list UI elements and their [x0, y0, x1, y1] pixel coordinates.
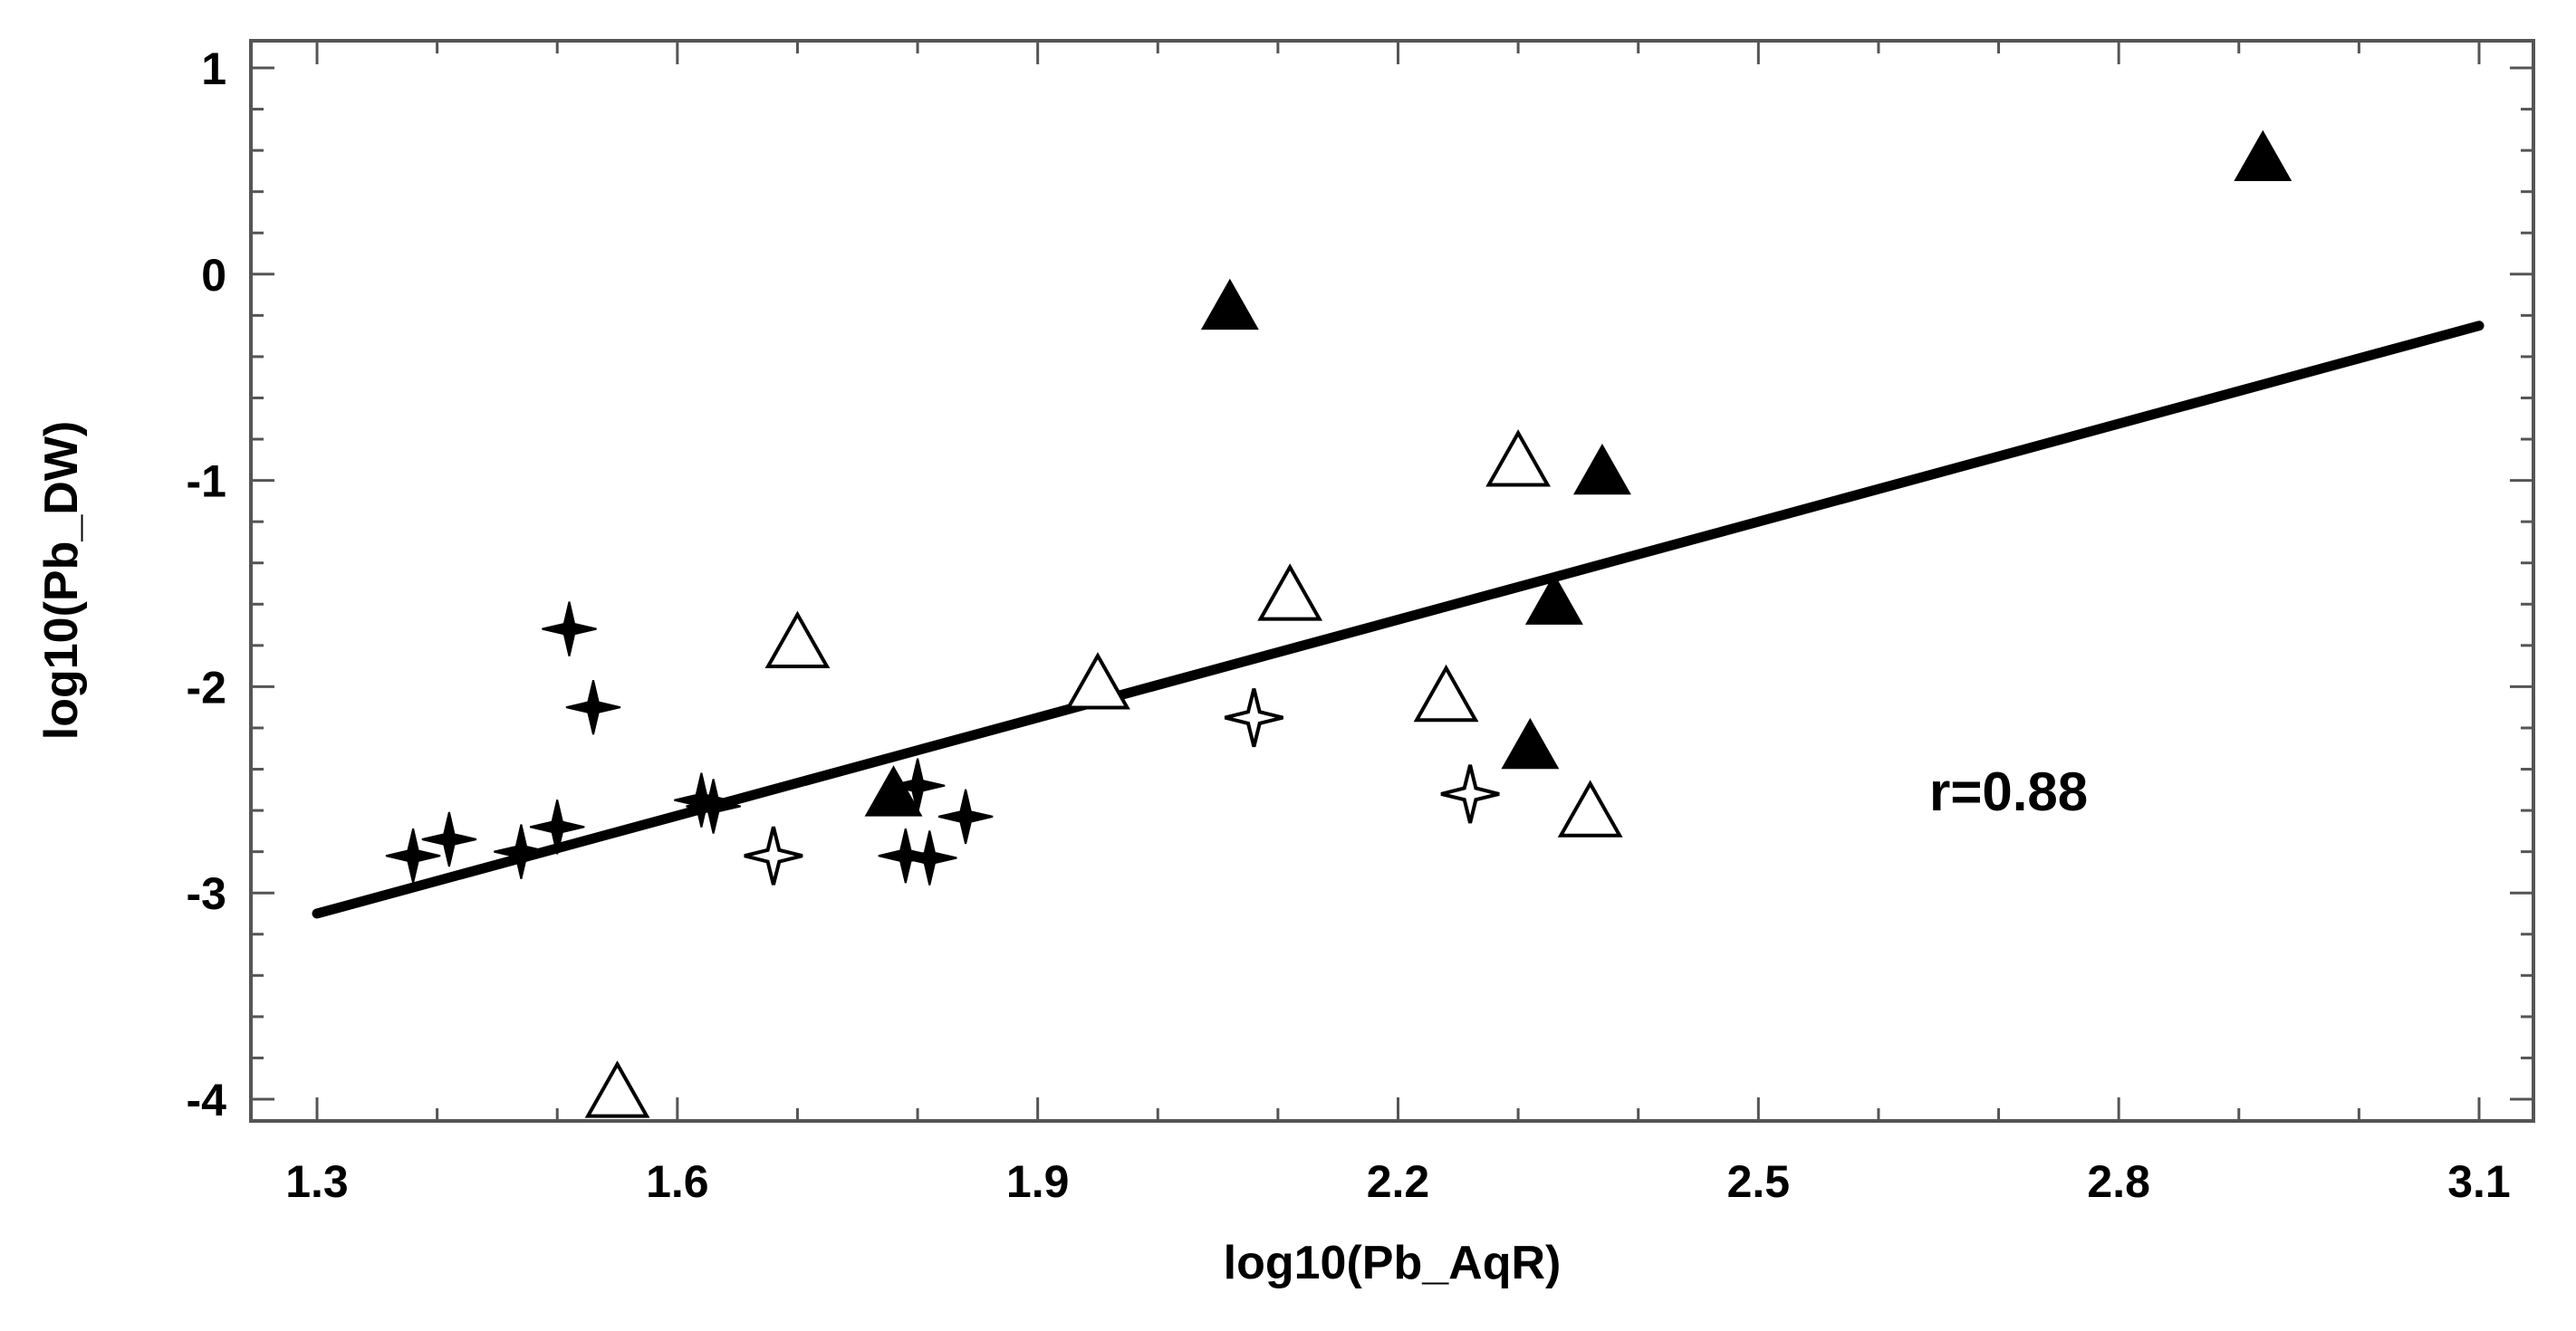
filled-star-point — [565, 679, 621, 735]
y-tick-label: 1 — [201, 43, 226, 94]
filled-star-point — [421, 811, 477, 867]
plot-frame — [249, 39, 2535, 1123]
y-tick-label: -4 — [187, 1075, 227, 1125]
x-tick-label: 1.3 — [285, 1156, 349, 1207]
filled-triangle-point — [1200, 278, 1259, 330]
filled-triangle-point — [1501, 717, 1560, 770]
x-tick-label: 3.1 — [2447, 1156, 2511, 1207]
filled-star-point — [542, 601, 597, 656]
open-triangle-point — [584, 1060, 650, 1118]
open-triangle-point — [1557, 780, 1623, 838]
filled-triangle-point — [2234, 129, 2292, 182]
filled-triangle-point — [1572, 443, 1631, 495]
y-tick-label: -1 — [187, 456, 226, 507]
y-tick-label: -2 — [187, 662, 226, 713]
filled-star-point — [937, 789, 994, 845]
data-points — [385, 129, 2292, 1118]
filled-star-point — [902, 830, 957, 886]
filled-triangle-point — [1524, 573, 1583, 625]
filled-star-point — [878, 828, 934, 884]
x-tick-label: 2.8 — [2087, 1156, 2150, 1207]
filled-triangle-point — [864, 765, 923, 817]
open-triangle-point — [1065, 652, 1130, 710]
filled-star-point — [529, 800, 585, 855]
open-triangle-point — [1257, 563, 1323, 621]
regression-line — [312, 321, 2485, 919]
x-axis-title: log10(Pb_AqR) — [1224, 1237, 1562, 1289]
y-tick-label: -3 — [187, 868, 226, 919]
x-tick-label: 1.9 — [1006, 1156, 1070, 1207]
x-tick-label: 2.2 — [1367, 1156, 1430, 1207]
filled-star-point — [385, 828, 441, 884]
open-triangle-point — [764, 610, 831, 668]
filled-star-point — [494, 824, 549, 879]
x-tick-label: 2.5 — [1727, 1156, 1791, 1207]
x-tick-label: 1.6 — [646, 1156, 709, 1207]
open-star-point — [1224, 688, 1283, 748]
open-triangle-point — [1413, 664, 1479, 723]
correlation-annotation: r=0.88 — [1929, 761, 2088, 822]
y-tick-labels: 1 0 -1 -2 -3 -4 — [187, 43, 227, 1125]
x-tick-labels: 1.3 1.6 1.9 2.2 2.5 2.8 3.1 — [285, 1156, 2511, 1207]
y-tick-label: 0 — [201, 250, 226, 301]
y-axis-title: log10(Pb_DW) — [35, 421, 88, 740]
open-star-point — [744, 826, 803, 886]
open-triangle-point — [1485, 429, 1552, 487]
axis-ticks — [251, 41, 2533, 1121]
filled-star-point — [686, 779, 741, 834]
open-star-point — [1440, 764, 1500, 824]
